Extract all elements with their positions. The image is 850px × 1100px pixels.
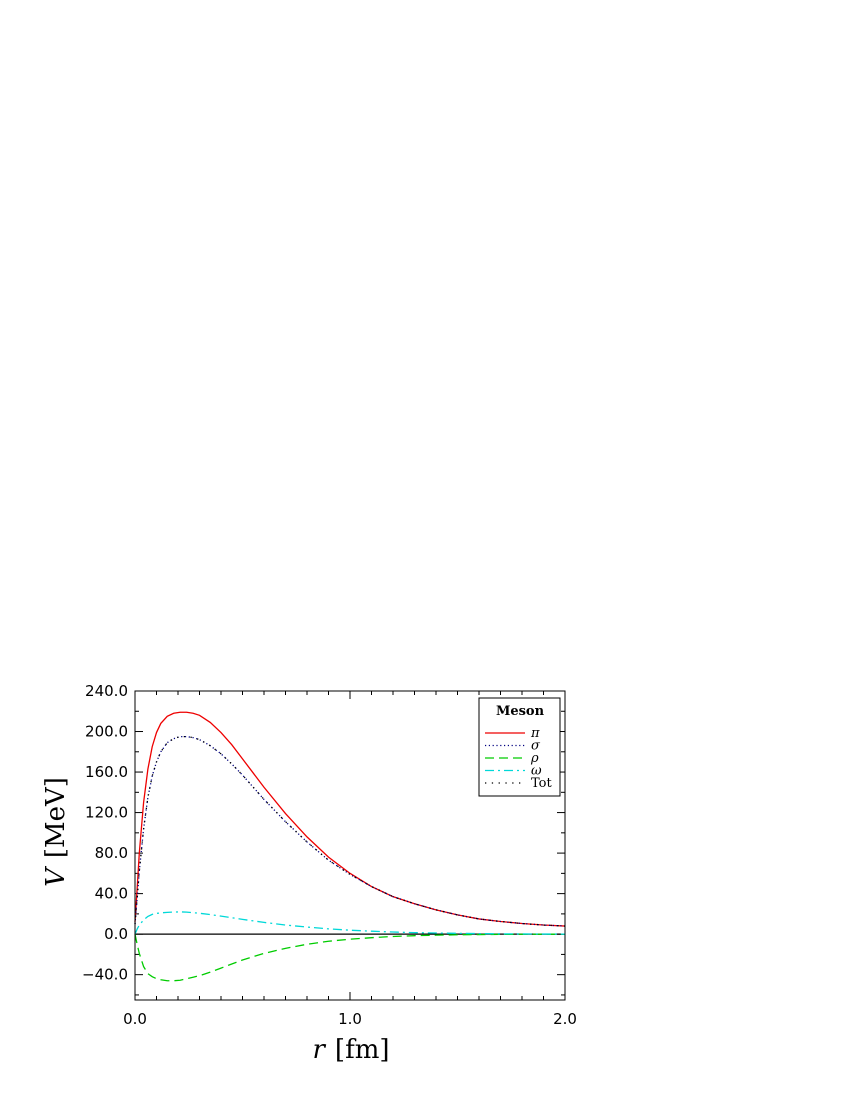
x-axis-title: r [fm]: [312, 1035, 389, 1065]
legend-box: [478, 697, 561, 797]
legend-title: Meson: [496, 704, 545, 719]
y-tick-label: 80.0: [95, 844, 128, 862]
legend-label-total: Tot: [531, 776, 552, 791]
series-layer: [134, 711, 566, 982]
legend-label-pi: π: [530, 726, 540, 741]
legend-label-sigma: σ: [531, 739, 541, 754]
x-tick-label: 0.0: [123, 1010, 147, 1028]
y-axis-variable: V: [41, 866, 71, 887]
plot-frame: [134, 690, 566, 1001]
axis-titles: r [fm] V [MeV]: [41, 777, 390, 1065]
legend-label-rho: ρ: [530, 751, 539, 766]
y-tick-label: 0.0: [104, 925, 128, 943]
y-tick-label: −40.0: [82, 966, 128, 984]
y-axis-title: V [MeV]: [41, 777, 71, 887]
y-axis-unit: [MeV]: [41, 777, 71, 858]
y-tick-label: 160.0: [85, 763, 128, 781]
x-tick-label: 1.0: [338, 1010, 362, 1028]
x-axis-variable: r: [312, 1035, 326, 1065]
series-line-rho: [134, 933, 566, 982]
y-tick-label: 120.0: [85, 804, 128, 822]
x-tick-label: 2.0: [553, 1010, 577, 1028]
ticks-layer: 0.0 1.0 2.0 −40.0 0.0 40.0 80.0 120.0 160.0 200.0…: [82, 682, 577, 1028]
y-tick-label: 40.0: [95, 885, 128, 903]
series-line-omega: [134, 911, 566, 935]
series-line-total: [134, 735, 566, 927]
y-tick-label: 240.0: [85, 682, 128, 700]
y-tick-label: 200.0: [85, 723, 128, 741]
legend-label-omega: ω: [531, 764, 542, 779]
x-axis-unit: [fm]: [335, 1035, 390, 1065]
